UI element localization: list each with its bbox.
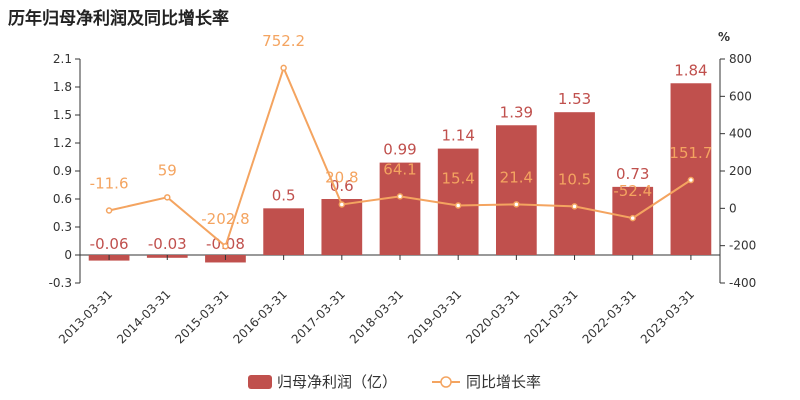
right-axis-tick-label: 200	[729, 164, 752, 178]
growth-value-label: -52.4	[613, 182, 652, 200]
bar	[437, 148, 479, 255]
bar	[670, 83, 712, 256]
growth-value-label: 10.5	[558, 170, 591, 188]
bar-value-label: 1.84	[674, 61, 707, 79]
bar-value-label: 1.39	[500, 103, 533, 121]
right-axis-tick-label: 0	[729, 201, 737, 215]
bar	[496, 125, 537, 256]
bar-value-label: 0.5	[272, 186, 296, 204]
bar	[321, 199, 363, 255]
bar	[554, 112, 595, 255]
growth-point	[338, 201, 346, 208]
bar-value-label: -0.03	[148, 235, 187, 253]
legend-bar-label: 归母净利润（亿）	[277, 373, 397, 391]
bar-value-label: 0.99	[383, 141, 416, 159]
bar	[379, 162, 421, 255]
right-axis-tick-label: 400	[729, 127, 752, 141]
left-axis-tick-label: 1.5	[53, 108, 72, 122]
left-axis-tick-label: 0	[64, 248, 72, 262]
x-axis-tick-label: 2016-03-31	[231, 287, 290, 346]
x-axis-tick-label: 2022-03-31	[580, 287, 639, 346]
growth-value-label: 21.4	[500, 168, 533, 186]
x-axis-tick-label: 2021-03-31	[521, 287, 580, 346]
bar-value-label: -0.06	[90, 235, 129, 253]
growth-value-label: -202.8	[201, 210, 249, 228]
right-axis-unit: %	[718, 30, 730, 44]
x-axis-tick-label: 2017-03-31	[289, 287, 348, 346]
growth-point	[105, 207, 113, 214]
left-axis-tick-label: 1.8	[53, 80, 72, 94]
left-axis-tick-label: 1.2	[53, 136, 72, 150]
growth-value-label: 151.7	[669, 144, 712, 162]
growth-point	[513, 201, 520, 208]
left-axis-tick-label: 0.6	[53, 192, 72, 206]
x-axis-tick-label: 2018-03-31	[347, 287, 406, 346]
growth-point	[571, 203, 578, 210]
left-axis-tick-label: 0.9	[53, 164, 72, 178]
left-axis-tick-label: -0.3	[49, 276, 72, 290]
x-axis-tick-label: 2019-03-31	[405, 287, 464, 346]
growth-point	[629, 214, 636, 222]
bar-value-label: 0.73	[616, 165, 649, 183]
bar-value-label: 1.53	[558, 90, 591, 108]
growth-point	[454, 202, 462, 209]
x-axis-tick-label: 2020-03-31	[463, 287, 522, 346]
growth-point	[280, 64, 287, 72]
chart-title: 历年归母净利润及同比增长率	[8, 9, 229, 29]
growth-value-label: 59	[158, 161, 177, 179]
x-axis-tick-label: 2013-03-31	[56, 287, 115, 346]
left-axis-tick-label: 0.3	[53, 220, 72, 234]
x-axis-tick-label: 2014-03-31	[114, 287, 173, 346]
right-axis-tick-label: 600	[729, 89, 752, 103]
bar-value-label: 1.14	[441, 127, 474, 145]
growth-value-label: -11.6	[90, 174, 129, 192]
bar	[263, 208, 304, 255]
legend-line-label: 同比增长率	[466, 373, 541, 391]
x-axis-tick-label: 2015-03-31	[172, 287, 231, 346]
growth-point	[164, 194, 171, 201]
growth-value-label: 20.8	[325, 168, 358, 186]
growth-value-label: 15.4	[441, 169, 474, 187]
growth-point	[396, 193, 404, 200]
right-axis-tick-label: 800	[729, 52, 752, 66]
right-axis-tick-label: -400	[729, 276, 756, 290]
left-axis-tick-label: 2.1	[53, 52, 72, 66]
legend-line-marker	[440, 376, 452, 388]
growth-point	[222, 242, 229, 250]
x-axis-tick-label: 2023-03-31	[638, 287, 697, 346]
legend-bar-swatch	[248, 375, 272, 389]
growth-value-label: 752.2	[262, 32, 305, 50]
growth-value-label: 64.1	[383, 160, 416, 178]
growth-point	[687, 176, 695, 184]
right-axis-tick-label: -200	[729, 239, 756, 253]
